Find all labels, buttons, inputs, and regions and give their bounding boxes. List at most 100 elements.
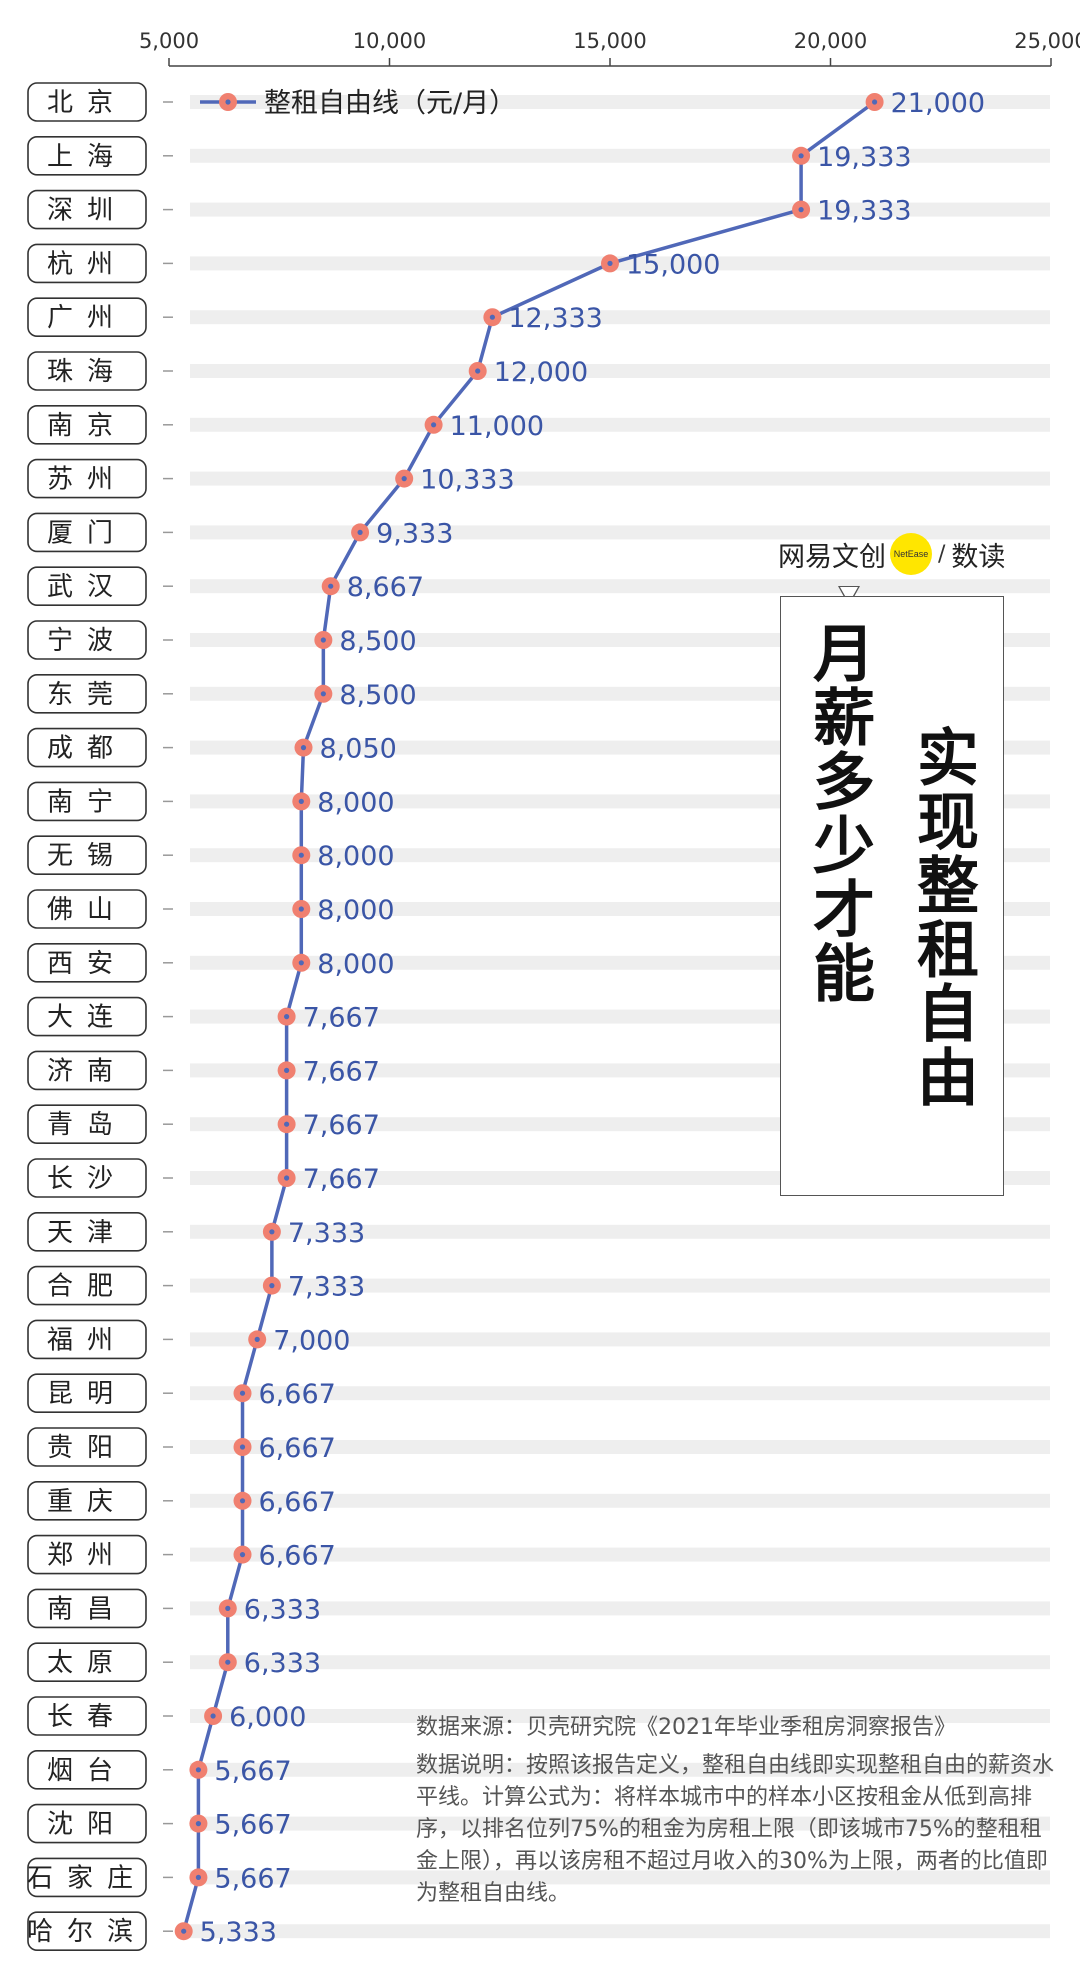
data-label: 19,333 (817, 142, 911, 173)
data-label: 8,500 (339, 626, 416, 657)
data-label: 8,500 (339, 680, 416, 711)
row-band (190, 1386, 1050, 1401)
row-band (190, 1870, 1050, 1885)
row-band (190, 1440, 1050, 1454)
city-label: 佛山 (47, 895, 127, 925)
city-label-box (27, 1857, 147, 1898)
city-label: 上海 (47, 142, 127, 172)
data-point-center (284, 1014, 290, 1020)
netease-logo-icon: NetEase (890, 533, 932, 575)
city-label-box (27, 727, 147, 768)
data-point-center (284, 1121, 290, 1127)
city-label: 长沙 (47, 1164, 127, 1194)
city-label: 石家庄 (27, 1863, 147, 1893)
row-band (190, 417, 1050, 432)
row-band (190, 1224, 1050, 1239)
data-label: 11,000 (450, 411, 544, 442)
row-band (190, 1278, 1050, 1293)
data-point-center (195, 1821, 202, 1827)
row-band (190, 525, 1050, 540)
city-label: 合肥 (47, 1272, 127, 1302)
data-label: 7,667 (303, 1110, 380, 1141)
city-label: 哈尔滨 (27, 1917, 147, 1947)
data-label: 6,667 (259, 1433, 336, 1464)
data-label: 8,000 (317, 949, 394, 980)
row-band (190, 364, 1050, 378)
city-label-box (27, 458, 147, 499)
row-band (190, 256, 1050, 271)
city-label: 成都 (47, 734, 127, 764)
data-label: 8,050 (320, 734, 397, 765)
x-tick-label: 20,000 (794, 29, 867, 53)
city-label-box (27, 82, 147, 122)
data-label: 7,333 (288, 1218, 365, 1249)
data-label: 8,000 (317, 787, 394, 818)
city-label-box (27, 889, 147, 929)
data-point-center (239, 1444, 246, 1450)
city-label: 南京 (47, 411, 127, 441)
data-label: 7,667 (303, 1003, 380, 1034)
data-label: 8,667 (347, 572, 424, 603)
city-label: 珠海 (47, 357, 127, 387)
data-point-center (239, 1498, 246, 1504)
data-label: 21,000 (891, 88, 985, 119)
city-label-box (27, 136, 147, 176)
data-label: 7,000 (273, 1325, 350, 1356)
row-band (190, 471, 1050, 486)
data-label: 9,333 (376, 518, 453, 549)
data-label: 7,667 (303, 1164, 380, 1195)
legend-label: 整租自由线（元/月） (264, 88, 516, 119)
brand-logo: 网易文创 NetEase / 数读 (778, 532, 1005, 576)
row-band (190, 1601, 1050, 1616)
city-label: 杭州 (47, 249, 127, 279)
data-point-center (181, 1928, 187, 1934)
city-label: 烟台 (47, 1756, 127, 1786)
data-description: 数据说明：按照该报告定义，整租自由线即实现整租自由的薪资水平线。计算公式为：将样… (416, 1753, 1055, 1906)
city-label: 西安 (47, 949, 127, 979)
data-label: 6,667 (259, 1379, 336, 1410)
city-label-box (27, 1050, 147, 1091)
city-label: 重庆 (47, 1487, 127, 1517)
data-label: 5,667 (214, 1810, 291, 1841)
city-label-box (27, 1642, 147, 1682)
city-label: 深圳 (47, 196, 127, 226)
city-label: 宁波 (47, 626, 127, 656)
brand-suffix: 数读 (951, 541, 1006, 573)
data-point-center (328, 583, 334, 589)
data-point-center (195, 1874, 202, 1880)
notes: 数据来源：贝壳研究院《2021年毕业季租房洞察报告》 数据说明：按照该报告定义，… (416, 1712, 1056, 1910)
city-label: 武汉 (47, 572, 127, 602)
city-label-box (27, 781, 147, 822)
city-label-box (27, 996, 147, 1037)
row-band (190, 1547, 1050, 1562)
city-label-box (27, 1750, 147, 1790)
city-label: 南昌 (47, 1594, 127, 1624)
city-label: 福州 (47, 1325, 127, 1355)
city-label: 昆明 (47, 1379, 127, 1409)
data-point-center (239, 1552, 246, 1558)
data-point-center (475, 368, 481, 374)
data-label: 5,667 (214, 1756, 291, 1787)
city-label: 济南 (47, 1056, 127, 1086)
data-label: 7,667 (303, 1056, 380, 1087)
city-label-box (27, 1427, 147, 1467)
data-point-center (872, 99, 878, 105)
city-label: 无锡 (47, 841, 127, 871)
data-point-center (798, 207, 804, 213)
city-label-box (27, 297, 147, 338)
data-point-center (269, 1283, 275, 1289)
data-point-center (320, 691, 326, 697)
city-label-box (27, 942, 147, 983)
data-label: 8,000 (317, 841, 394, 872)
city-label-box (27, 1534, 147, 1575)
title-line-1: 月薪多少才能 (802, 621, 875, 1005)
city-label-box (27, 512, 147, 553)
city-label-box (27, 1911, 147, 1951)
data-label: 6,667 (259, 1541, 336, 1572)
city-label-box (27, 620, 147, 660)
data-point-center (798, 153, 804, 159)
data-point-center (254, 1336, 260, 1342)
data-label: 15,000 (626, 249, 720, 280)
city-label: 东莞 (47, 680, 127, 710)
city-label-box (27, 404, 147, 445)
